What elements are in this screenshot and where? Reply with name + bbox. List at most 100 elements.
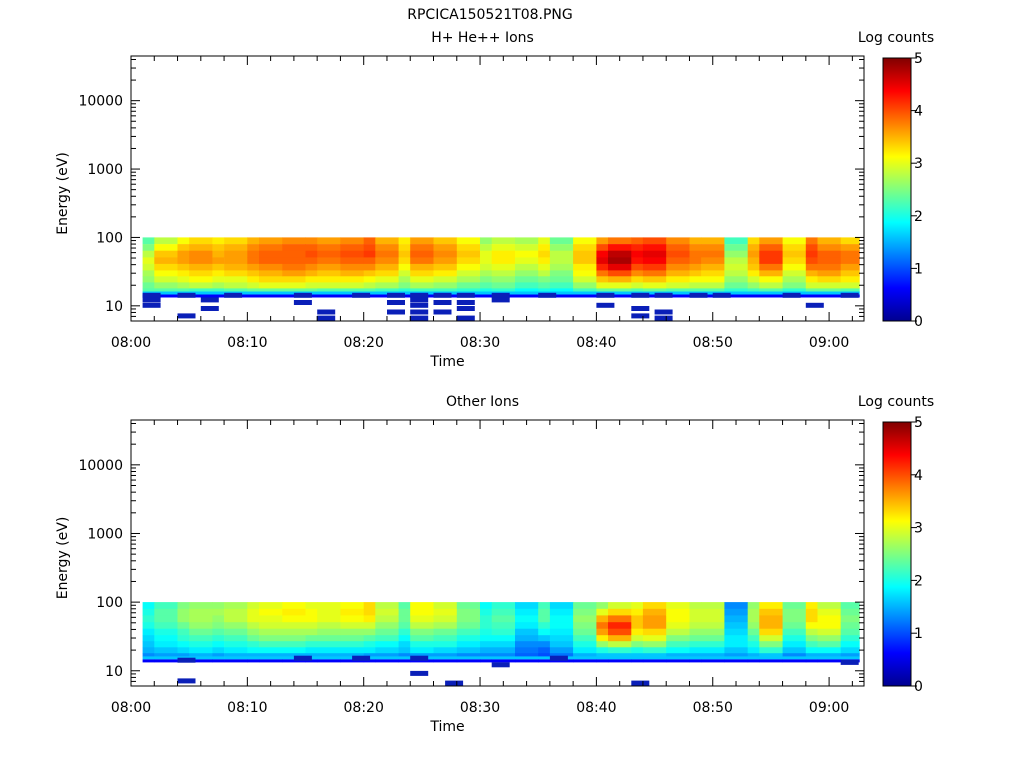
colorbar-tick-label: 0	[914, 679, 923, 695]
heatmap-cell	[363, 288, 376, 292]
heatmap-cell	[596, 635, 609, 642]
heatmap-cell	[142, 656, 155, 660]
heatmap-cell	[549, 282, 574, 289]
heatmap-cell	[666, 615, 690, 623]
heatmap-cell	[701, 656, 725, 660]
heatmap-cell	[747, 641, 760, 648]
heatmap-cell	[212, 237, 225, 245]
heatmap-cell	[805, 656, 818, 660]
heatmap-cell	[480, 257, 492, 265]
heatmap-cell	[480, 615, 492, 623]
heatmap-cell	[631, 647, 644, 654]
heatmap-cell	[456, 244, 481, 251]
heatmap-cell	[549, 647, 574, 654]
heatmap-cell	[305, 257, 318, 265]
heatmap-cell	[480, 635, 492, 642]
heatmap-cell	[224, 659, 248, 663]
heatmap-cell	[515, 263, 539, 271]
heatmap-cell	[747, 608, 760, 616]
heatmap-cell	[317, 244, 341, 251]
heatmap-cell	[247, 653, 260, 657]
heatmap-cell	[596, 608, 609, 616]
heatmap-cell	[433, 237, 458, 245]
heatmap-cell	[259, 641, 283, 648]
heatmap-cell	[805, 270, 818, 277]
y-tick-label: 10	[105, 299, 123, 315]
heatmap-cell	[340, 635, 365, 642]
heatmap-cell	[247, 288, 260, 292]
heatmap-cell	[840, 288, 860, 292]
heatmap-cell	[817, 653, 842, 657]
heatmap-cell	[189, 647, 213, 654]
heatmap-cell	[515, 237, 539, 245]
heatmap-cell	[387, 292, 405, 298]
heatmap-cell	[224, 622, 248, 629]
heatmap-cell	[642, 635, 667, 642]
heatmap-cell	[491, 659, 516, 663]
heatmap-cell	[456, 602, 481, 610]
heatmap-cell	[840, 602, 860, 610]
heatmap-cell	[631, 288, 644, 292]
colorbar: 0 1 2 3 4 5 Log counts	[858, 394, 934, 695]
heatmap-cell	[515, 656, 539, 660]
colorbar-tick-label: 0	[914, 314, 923, 330]
heatmap-cell	[247, 656, 260, 660]
heatmap-cell	[840, 622, 860, 629]
heatmap-cell	[642, 656, 667, 660]
heatmap-cell	[515, 244, 539, 251]
x-tick-label: 08:30	[460, 700, 500, 716]
heatmap-cell	[596, 302, 615, 308]
heatmap-cell	[515, 641, 539, 648]
heatmap-cell	[642, 250, 667, 258]
heatmap-cell	[480, 250, 492, 258]
heatmap-cell	[491, 237, 516, 245]
heatmap-cell	[666, 653, 690, 657]
heatmap-cell	[689, 608, 702, 616]
heatmap-cell	[398, 270, 411, 277]
heatmap-cell	[177, 641, 190, 648]
heatmap-cell	[154, 282, 178, 289]
heatmap-cell	[491, 244, 516, 251]
heatmap-cell	[363, 250, 376, 258]
heatmap-cell	[375, 263, 399, 271]
heatmap-cell	[247, 291, 260, 295]
heatmap-cell	[596, 615, 609, 623]
heatmap-cell	[724, 608, 749, 616]
heatmap-cell	[759, 244, 783, 251]
heatmap-cell	[782, 263, 807, 271]
heatmap-cell	[491, 282, 516, 289]
heatmap-cell	[596, 244, 609, 251]
heatmap-cell	[410, 276, 434, 283]
heatmap-cell	[631, 628, 644, 636]
heatmap-cell	[538, 250, 551, 258]
heatmap-cell	[631, 680, 650, 686]
heatmap-cell	[642, 270, 667, 277]
heatmap-cell	[782, 647, 807, 654]
heatmap-cell	[491, 615, 516, 623]
heatmap-cell	[317, 647, 341, 654]
heatmap-cell	[759, 263, 783, 271]
heatmap-cell	[142, 647, 155, 654]
heatmap-cell	[154, 628, 178, 636]
heatmap-cell	[759, 257, 783, 265]
heatmap-cell	[282, 622, 306, 629]
heatmap-cell	[642, 608, 667, 616]
heatmap-cell	[433, 257, 458, 265]
heatmap-cell	[480, 270, 492, 277]
heatmap-cell	[433, 622, 458, 629]
heatmap-cell	[142, 659, 155, 663]
heatmap-cell	[805, 237, 818, 245]
heatmap-cell	[817, 628, 842, 636]
heatmap-cell	[305, 263, 318, 271]
heatmap-cell	[410, 635, 434, 642]
heatmap-cell	[433, 653, 458, 657]
heatmap-cell	[398, 602, 411, 610]
heatmap-cell	[631, 622, 644, 629]
heatmap-cell	[538, 257, 551, 265]
y-tick-label: 100	[96, 595, 123, 611]
heatmap-cell	[142, 263, 155, 271]
heatmap-cell	[154, 237, 178, 245]
heatmap-cell	[538, 263, 551, 271]
heatmap-cell	[456, 276, 481, 283]
heatmap-cell	[375, 615, 399, 623]
